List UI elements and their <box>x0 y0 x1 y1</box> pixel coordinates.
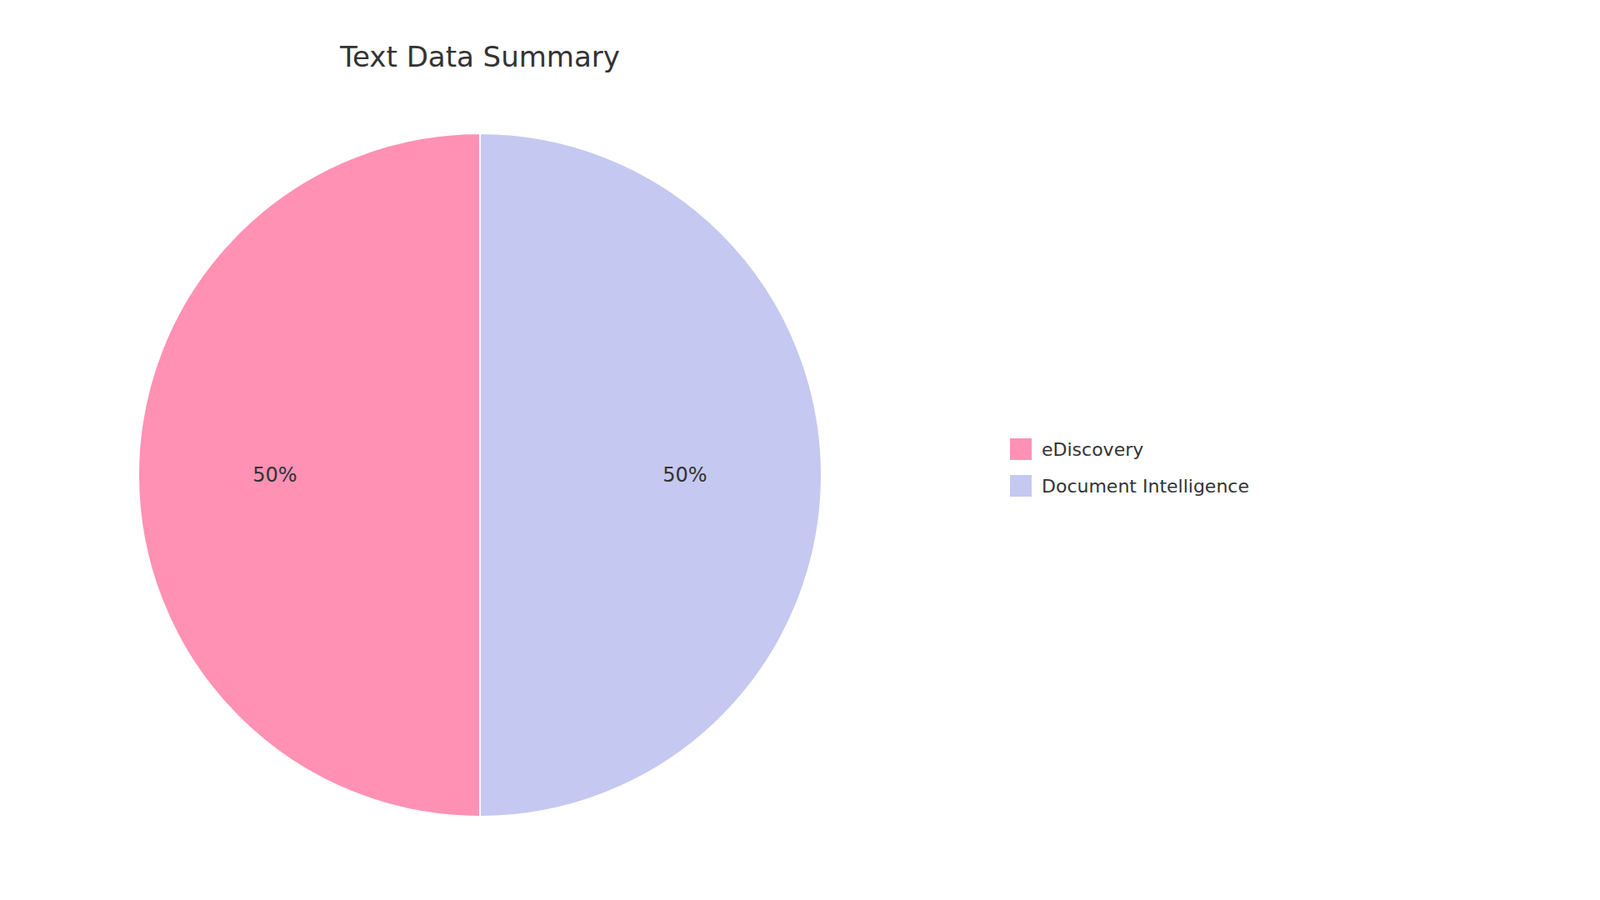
legend-item: Document Intelligence <box>1010 475 1250 497</box>
slice <box>138 133 480 817</box>
data-label: 50% <box>662 463 707 487</box>
slice <box>480 133 822 817</box>
chart: Text Data Summary 50% 50% eDiscovery Documen… <box>0 0 1600 900</box>
legend-swatch <box>1010 438 1032 460</box>
legend-label: Document Intelligence <box>1041 475 1250 497</box>
pie <box>138 133 822 817</box>
title: Text Data Summary <box>339 40 620 74</box>
legend-swatch <box>1010 475 1032 497</box>
legend-item: eDiscovery <box>1010 438 1144 460</box>
data-label: 50% <box>252 463 297 487</box>
data-labels: 50% 50% <box>252 463 707 487</box>
legend: eDiscovery Document Intelligence <box>1010 438 1250 497</box>
legend-label: eDiscovery <box>1041 439 1144 460</box>
